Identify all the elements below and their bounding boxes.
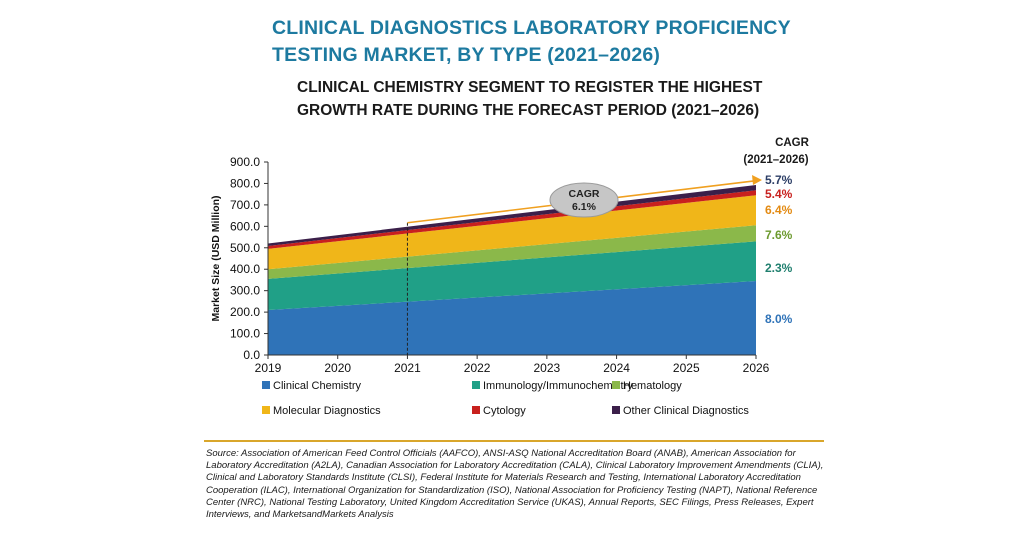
cagr-label-hematology: 7.6% (765, 228, 793, 242)
source-divider (204, 440, 824, 442)
y-tick-label: 200.0 (230, 305, 260, 319)
x-tick-label: 2019 (255, 361, 282, 375)
cagr-label-other-clinical-diagnostics: 5.7% (765, 173, 793, 187)
legend-label-cytology: Cytology (483, 405, 526, 417)
x-tick-label: 2024 (603, 361, 630, 375)
y-tick-label: 800.0 (230, 176, 260, 190)
x-tick-label: 2026 (743, 361, 770, 375)
legend-label-hematology: Hematology (623, 380, 682, 392)
cagr-bubble-value: 6.1% (572, 201, 597, 213)
legend-label-clinical-chemistry: Clinical Chemistry (273, 380, 362, 392)
cagr-arrow-head (752, 174, 762, 185)
y-tick-label: 700.0 (230, 198, 260, 212)
legend-swatch-clinical-chemistry (262, 381, 270, 389)
y-axis-title: Market Size (USD Million) (210, 195, 222, 321)
legend-swatch-immunology-immunochemistry (472, 381, 480, 389)
x-tick-label: 2022 (464, 361, 491, 375)
cagr-header-period: (2021–2026) (743, 154, 808, 166)
y-tick-label: 400.0 (230, 262, 260, 276)
legend-swatch-other-clinical-diagnostics (612, 406, 620, 414)
legend-label-molecular-diagnostics: Molecular Diagnostics (273, 405, 381, 417)
area-clinical-chemistry (268, 281, 756, 355)
cagr-bubble (549, 182, 619, 218)
legend-label-immunology-immunochemistry: Immunology/Immunochemistry (483, 380, 633, 392)
chart-legend: Clinical Chemistry Immunology/Immunochemi… (262, 380, 749, 417)
x-tick-label: 2023 (534, 361, 561, 375)
cagr-label-cytology: 5.4% (765, 187, 793, 201)
legend-swatch-cytology (472, 406, 480, 414)
cagr-label-immunology-immunochemistry: 2.3% (765, 261, 793, 275)
y-tick-label: 300.0 (230, 284, 260, 298)
chart-subtitle: CLINICAL CHEMISTRY SEGMENT TO REGISTER T… (297, 79, 763, 119)
cagr-bubble-label: CAGR (569, 188, 600, 200)
legend-swatch-molecular-diagnostics (262, 406, 270, 414)
area-cytology (268, 190, 756, 249)
x-tick-label: 2025 (673, 361, 700, 375)
cagr-label-clinical-chemistry: 8.0% (765, 312, 793, 326)
chart-axes: 0.0 100.0 200.0 300.0 400.0 500.0 600.0 700.0 80… (210, 155, 770, 375)
y-tick-label: 0.0 (243, 348, 260, 362)
chart-annotations: CAGR6.1%CAGR(2021–2026)8.0%2.3%7.6%6.4%5… (406, 137, 810, 355)
legend-swatch-hematology (612, 381, 620, 389)
chart-title: CLINICAL DIAGNOSTICS LABORATORY PROFICIE… (272, 17, 791, 66)
source-note: Source: Association of American Feed Con… (206, 448, 824, 521)
area-hematology (268, 225, 756, 279)
y-tick-label: 500.0 (230, 241, 260, 255)
area-series-group (268, 184, 756, 355)
legend-label-other-clinical-diagnostics: Other Clinical Diagnostics (623, 405, 749, 417)
cagr-header-label: CAGR (775, 137, 810, 149)
x-tick-label: 2020 (324, 361, 351, 375)
area-molecular-diagnostics (268, 195, 756, 270)
y-tick-label: 900.0 (230, 155, 260, 169)
area-other-clinical-diagnostics (268, 184, 756, 247)
cagr-label-molecular-diagnostics: 6.4% (765, 203, 793, 217)
x-tick-label: 2021 (394, 361, 421, 375)
area-immunology-immunochemistry (268, 241, 756, 310)
y-tick-label: 600.0 (230, 219, 260, 233)
y-tick-label: 100.0 (230, 327, 260, 341)
stacked-area-chart: 0.0 100.0 200.0 300.0 400.0 500.0 600.0 700.0 80… (210, 137, 810, 417)
